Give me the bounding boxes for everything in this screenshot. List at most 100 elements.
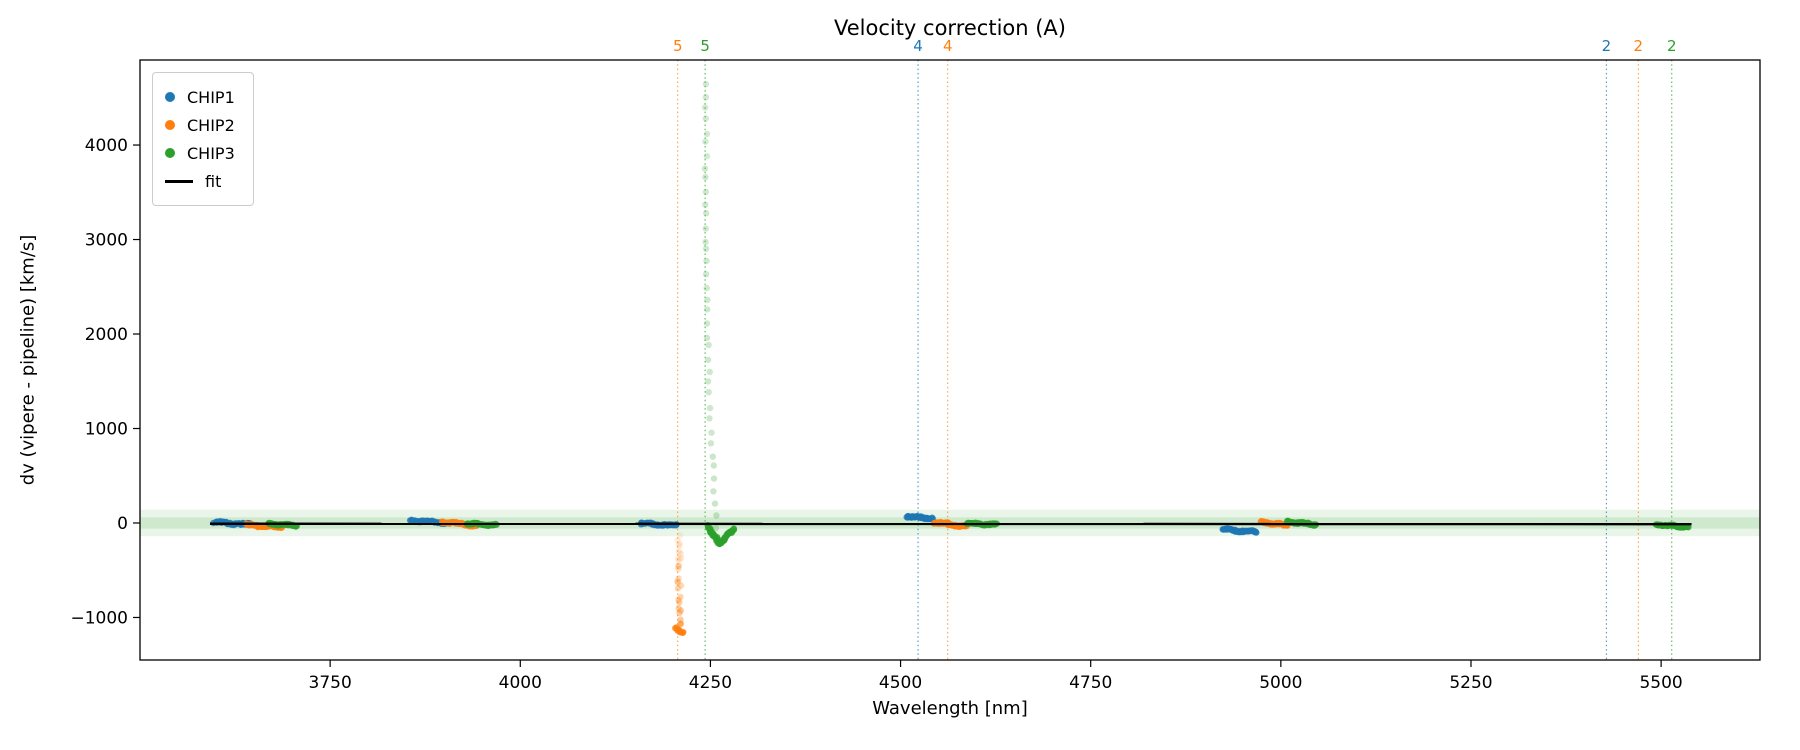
outlier-point <box>702 238 709 246</box>
outlier-point <box>702 245 710 253</box>
outlier-point <box>675 565 682 572</box>
x-tick-label: 5250 <box>1449 673 1492 693</box>
order-count-label: 4 <box>943 37 953 55</box>
outlier-point <box>676 532 684 539</box>
outlier-point <box>704 306 711 313</box>
order-count-label: 2 <box>1602 37 1612 55</box>
chip1-marker-icon <box>165 92 175 102</box>
outlier-point <box>703 210 710 217</box>
x-tick-label: 4250 <box>689 673 732 693</box>
order-count-label: 4 <box>913 37 923 55</box>
legend-item-chip3: CHIP3 <box>165 139 235 167</box>
outlier-point <box>705 389 712 396</box>
outlier-point <box>676 599 683 606</box>
outlier-point <box>710 475 718 482</box>
legend-item-chip2: CHIP2 <box>165 111 235 139</box>
x-tick-label: 5500 <box>1639 673 1682 693</box>
outlier-point <box>701 104 709 111</box>
outlier-point <box>676 609 683 617</box>
legend-label: CHIP3 <box>187 143 235 163</box>
y-tick-label: 1000 <box>85 420 128 440</box>
outlier-point <box>676 542 683 549</box>
outlier-point <box>702 225 709 232</box>
outlier-point <box>703 130 711 138</box>
x-tick-label: 4750 <box>1069 673 1112 693</box>
outlier-point <box>702 115 709 122</box>
outlier-point <box>677 550 684 557</box>
data-point-chip1 <box>1252 528 1260 536</box>
outlier-point <box>677 593 684 601</box>
chip3-marker-icon <box>165 148 175 158</box>
outlier-point <box>677 620 684 627</box>
data-point-chip3 <box>730 525 737 532</box>
y-tick-label: 3000 <box>85 231 128 251</box>
outlier-point <box>711 500 719 507</box>
y-tick-label: −1000 <box>70 608 128 628</box>
outlier-point <box>675 605 682 612</box>
order-count-label: 2 <box>1634 37 1644 55</box>
fit-marker-icon <box>165 179 193 183</box>
outlier-point <box>702 80 710 88</box>
outlier-point <box>708 429 715 436</box>
y-tick-label: 0 <box>117 514 128 534</box>
y-tick-label: 2000 <box>85 325 128 345</box>
outlier-point <box>704 296 711 304</box>
legend-label: CHIP1 <box>187 87 235 107</box>
order-count-label: 2 <box>1667 37 1677 55</box>
y-tick-label: 4000 <box>85 136 128 156</box>
legend-label: fit <box>205 171 222 191</box>
outlier-point <box>713 512 720 519</box>
outlier-point <box>702 174 709 181</box>
outlier-point <box>674 585 682 592</box>
x-tick-label: 5000 <box>1259 673 1302 693</box>
outlier-point <box>702 271 710 278</box>
outlier-point <box>677 555 684 562</box>
outlier-point <box>676 540 683 547</box>
legend-item-chip1: CHIP1 <box>165 83 235 111</box>
outlier-point <box>674 537 681 544</box>
outlier-point <box>675 556 682 563</box>
y-axis-label: dv (vipere - pipeline) [km/s] <box>17 234 39 486</box>
data-point-chip3 <box>1685 524 1692 531</box>
outlier-point <box>703 320 711 327</box>
outlier-point <box>675 563 682 570</box>
order-count-label: 5 <box>700 37 710 55</box>
legend-label: CHIP2 <box>187 115 235 135</box>
outlier-point <box>675 596 682 604</box>
outlier-point <box>674 579 682 586</box>
outlier-point <box>706 368 713 376</box>
outlier-point <box>704 356 712 363</box>
outlier-point <box>703 257 710 265</box>
chip2-marker-icon <box>165 120 175 130</box>
outlier-point <box>703 153 711 160</box>
order-count-label: 5 <box>673 37 683 55</box>
outlier-point <box>706 404 714 412</box>
x-tick-label: 4500 <box>879 673 922 693</box>
outlier-point <box>677 616 684 623</box>
outlier-point <box>677 607 685 614</box>
outlier-point <box>710 462 717 469</box>
outlier-point <box>702 94 710 101</box>
outlier-point <box>701 165 709 172</box>
outlier-point <box>702 201 709 208</box>
x-tick-label: 4000 <box>499 673 542 693</box>
outlier-point <box>702 138 709 145</box>
outlier-point <box>674 578 681 585</box>
outlier-point <box>704 378 712 385</box>
outlier-point <box>703 284 710 292</box>
legend: CHIP1 CHIP2 CHIP3 fit <box>152 72 254 206</box>
outlier-point <box>706 415 713 422</box>
outlier-point <box>702 188 710 196</box>
outlier-point <box>675 548 683 555</box>
outlier-point <box>675 562 683 569</box>
x-tick-label: 3750 <box>309 673 352 693</box>
outlier-point <box>709 453 716 460</box>
outlier-point <box>707 440 715 447</box>
legend-item-fit: fit <box>165 167 235 195</box>
outlier-point <box>677 620 685 628</box>
outlier-point <box>675 575 682 582</box>
outlier-point <box>677 582 685 589</box>
outlier-point <box>705 341 712 349</box>
